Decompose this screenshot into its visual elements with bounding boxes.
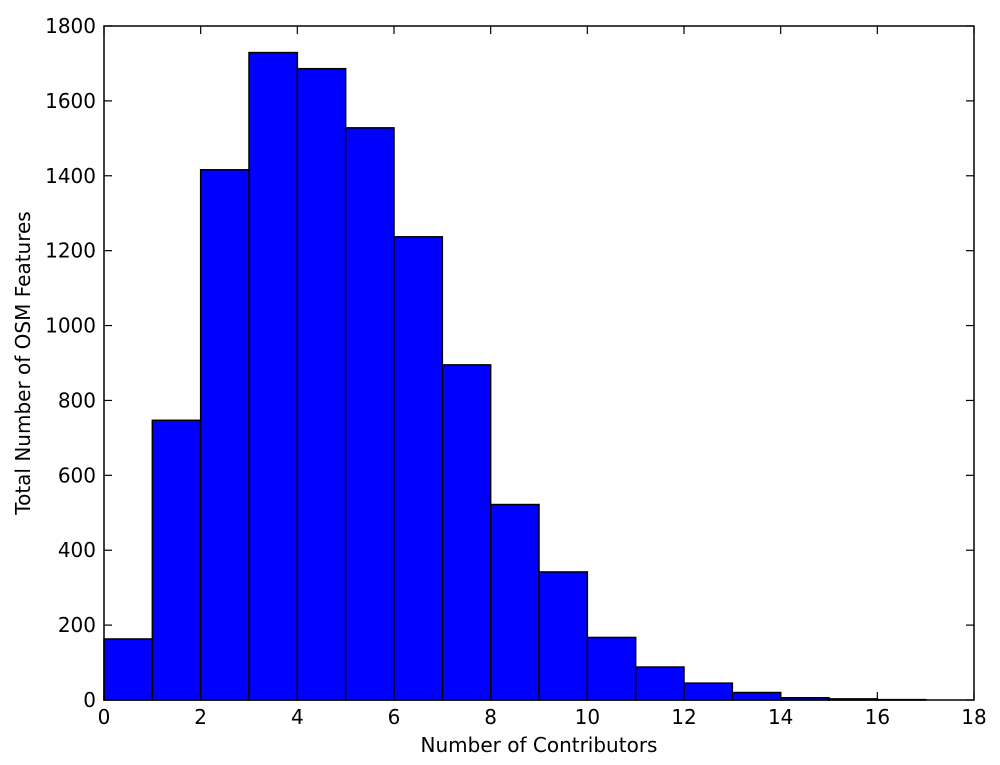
x-tick-label: 12 — [671, 705, 696, 729]
y-tick-label: 1800 — [45, 14, 96, 38]
histogram-bar — [248, 51, 299, 701]
y-axis-label: Total Number of OSM Features — [11, 211, 35, 515]
x-tick-label: 0 — [98, 705, 111, 729]
histogram-bar — [586, 636, 637, 701]
histogram-bar — [344, 127, 395, 701]
x-tick-label: 4 — [291, 705, 304, 729]
y-tick-label: 800 — [58, 388, 96, 412]
histogram-bar — [103, 638, 154, 701]
histogram-bar — [683, 682, 734, 701]
x-tick-label: 16 — [865, 705, 890, 729]
histogram-bar — [199, 169, 250, 701]
y-tick-label: 1600 — [45, 89, 96, 113]
x-tick-label: 14 — [768, 705, 793, 729]
x-tick-label: 2 — [194, 705, 207, 729]
y-tick-label: 1200 — [45, 239, 96, 263]
y-tick-label: 400 — [58, 538, 96, 562]
histogram-bar — [296, 67, 347, 701]
y-tick-label: 0 — [83, 688, 96, 712]
x-axis-label: Number of Contributors — [421, 733, 658, 757]
x-tick-label: 18 — [961, 705, 986, 729]
y-tick-label: 600 — [58, 463, 96, 487]
bars-group — [103, 51, 927, 701]
plot-frame — [103, 25, 975, 701]
y-tick-label: 1400 — [45, 164, 96, 188]
histogram-bar — [731, 691, 782, 701]
histogram-bar — [538, 571, 589, 701]
y-tick-label: 200 — [58, 613, 96, 637]
histogram-bar — [151, 419, 202, 701]
y-tick-label: 1000 — [45, 314, 96, 338]
histogram-bar — [634, 666, 685, 701]
histogram-bar — [393, 236, 444, 701]
x-tick-label: 6 — [388, 705, 401, 729]
histogram-bar — [441, 364, 492, 701]
ticks-group: 0 2 4 6 8 10 12 14 16 18 0 200 400 600 800 1000 1200 1400… — [45, 14, 987, 729]
x-tick-label: 8 — [484, 705, 497, 729]
x-tick-label: 10 — [575, 705, 600, 729]
histogram-bar — [489, 503, 540, 701]
